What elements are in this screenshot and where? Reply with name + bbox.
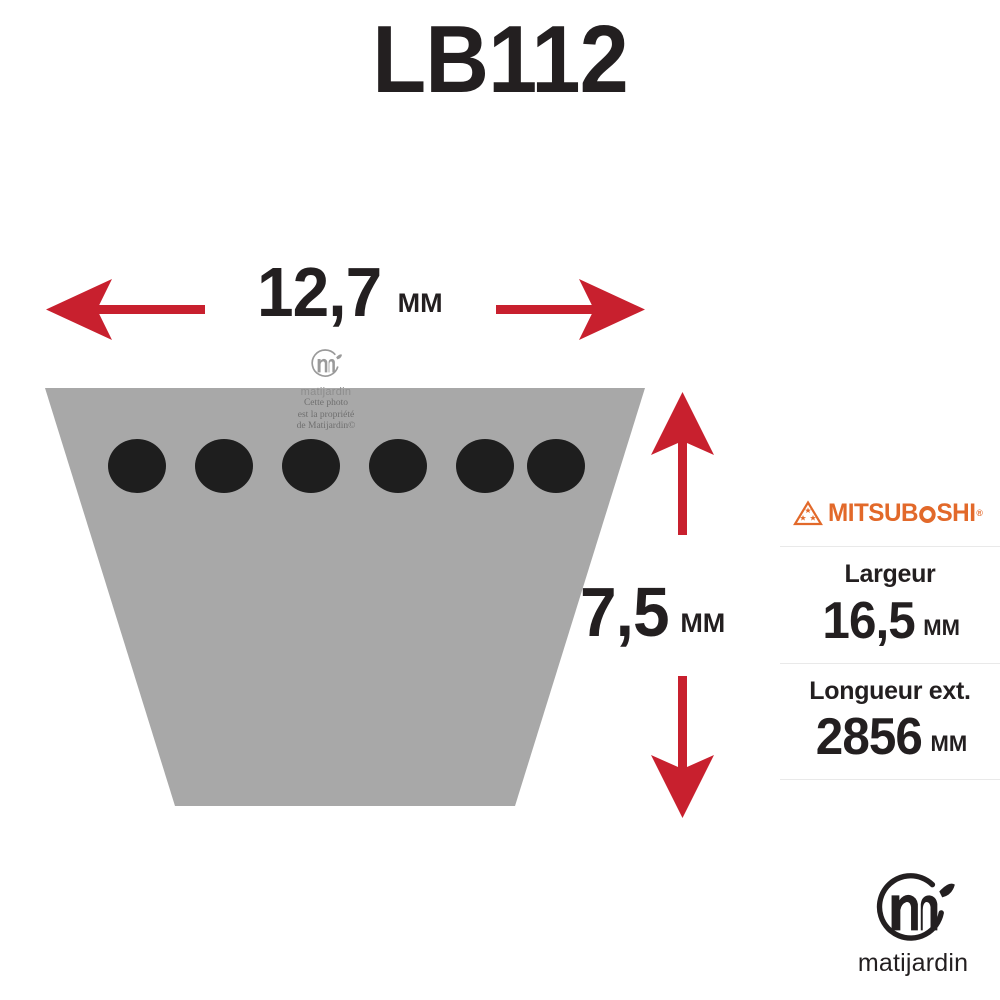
- spec-longueur-unit: mm: [930, 731, 968, 756]
- spec-largeur-label: Largeur: [844, 560, 936, 588]
- belt-cross-section-figure: 12,7 mm 7,5 mm matijardin Cette photo est …: [45, 252, 725, 818]
- mitsuboshi-triangle-stars-icon: [792, 500, 823, 526]
- cord-dot: [282, 439, 340, 493]
- footer-logo: matijardin: [838, 872, 988, 978]
- spec-longueur: Longueur ext. 2856 mm: [780, 664, 1000, 780]
- cord-dot: [456, 439, 514, 493]
- brand-o-ring-icon: [918, 505, 936, 523]
- spec-largeur-value: 16,5: [822, 591, 915, 650]
- registered-trademark-symbol: ®: [976, 508, 983, 518]
- spec-divider: [780, 546, 1000, 547]
- width-dimension-value: 12,7: [257, 253, 382, 331]
- spec-largeur-unit: mm: [923, 614, 960, 640]
- spec-panel: MITSUB SHI ® Largeur 16,5 mm Longueur ext…: [780, 480, 1000, 780]
- brand-logo: MITSUB SHI ®: [780, 480, 1000, 546]
- belt-cord-dots: [108, 439, 585, 493]
- height-dimension-unit: mm: [680, 608, 726, 638]
- cord-dot: [108, 439, 166, 493]
- brand-wordmark-part2: SHI: [936, 498, 976, 527]
- height-dimension-value: 7,5: [580, 573, 670, 651]
- width-dimension-label: 12,7 mm: [205, 252, 495, 332]
- spec-largeur: Largeur 16,5 mm: [780, 547, 1000, 663]
- height-dimension-arrow: [651, 392, 714, 818]
- spec-longueur-label: Longueur ext.: [809, 676, 971, 705]
- width-dimension-arrow: [46, 279, 645, 340]
- height-dimension-label: 7,5 mm: [580, 572, 725, 652]
- cord-dot: [195, 439, 253, 493]
- spec-longueur-value: 2856: [815, 708, 923, 766]
- footer-wordmark: matijardin: [857, 949, 969, 977]
- matijardin-logo-icon: [876, 873, 955, 941]
- page-title: LB112: [372, 6, 629, 113]
- belt-trapezoid-shape: [45, 388, 645, 806]
- width-dimension-unit: mm: [397, 288, 443, 318]
- brand-wordmark: MITSUB SHI ®: [827, 498, 983, 528]
- belt-diagram-svg: [45, 279, 714, 818]
- spec-divider: [780, 779, 1000, 780]
- brand-wordmark-part1: MITSUB: [827, 498, 919, 527]
- cord-dot: [369, 439, 427, 493]
- spec-divider: [780, 662, 1000, 664]
- cord-dot: [527, 439, 585, 493]
